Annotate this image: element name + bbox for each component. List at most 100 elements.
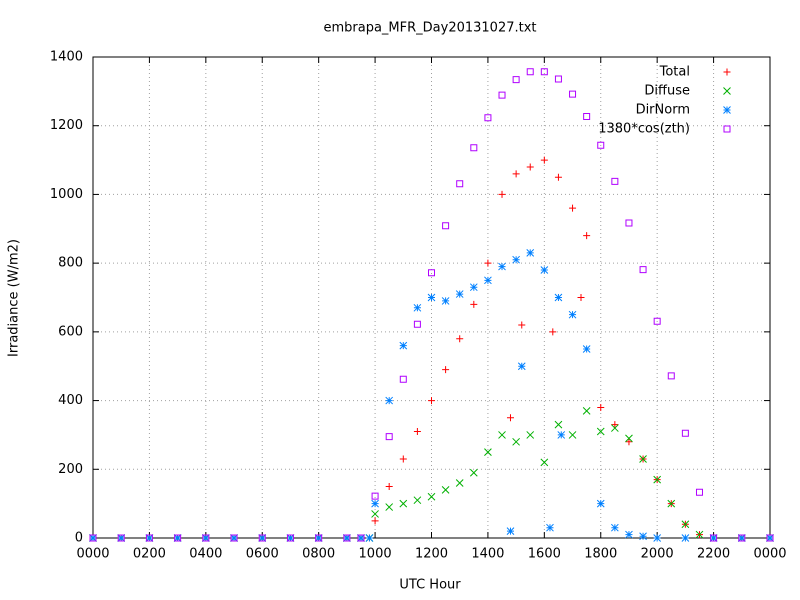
x-tick-label: 0600 <box>246 547 279 562</box>
data-point <box>526 68 534 76</box>
data-point <box>145 534 154 542</box>
data-point <box>365 534 374 542</box>
legend-marker <box>723 125 731 133</box>
data-point <box>427 492 436 501</box>
data-point <box>371 517 379 525</box>
y-tick-label: 200 <box>58 462 83 477</box>
data-point <box>470 144 478 152</box>
data-point <box>611 523 619 532</box>
data-point <box>512 437 520 446</box>
data-point <box>540 458 549 467</box>
data-point <box>456 180 464 188</box>
y-tick-label: 600 <box>58 324 83 339</box>
data-point <box>526 431 535 439</box>
data-point <box>596 499 605 508</box>
data-point <box>611 421 619 429</box>
data-point <box>526 163 534 171</box>
data-point <box>498 91 506 99</box>
y-tick-label: 800 <box>58 256 83 271</box>
data-point <box>518 321 526 329</box>
data-point <box>343 534 351 542</box>
y-axis-label: Irradiance (W/m2) <box>7 239 22 357</box>
legend-marker <box>723 87 731 95</box>
data-point <box>583 112 591 120</box>
data-point <box>286 534 294 542</box>
x-tick-label: 1600 <box>528 547 561 562</box>
data-point <box>667 499 676 508</box>
data-point <box>484 276 492 285</box>
data-point <box>568 431 577 439</box>
x-tick-label: 2200 <box>697 547 730 562</box>
legend-label: DirNorm <box>636 103 690 118</box>
data-point <box>549 328 557 336</box>
data-point <box>498 431 506 439</box>
data-point <box>484 114 492 122</box>
y-tick-label: 1200 <box>50 118 83 133</box>
data-point <box>399 341 408 350</box>
y-tick-label: 0 <box>75 531 83 546</box>
data-point <box>442 222 450 230</box>
data-point <box>428 397 435 405</box>
y-tick-label: 1400 <box>50 50 83 65</box>
data-point <box>399 455 407 463</box>
data-point <box>413 303 422 312</box>
data-point <box>597 141 605 149</box>
data-point <box>498 262 506 271</box>
data-point <box>258 534 267 542</box>
data-point <box>145 534 153 542</box>
x-tick-label: 1200 <box>415 547 448 562</box>
data-point <box>625 530 633 539</box>
y-tick-label: 1000 <box>50 187 83 202</box>
data-point <box>428 269 435 277</box>
data-point <box>201 534 210 542</box>
plot-frame <box>92 56 771 539</box>
data-point <box>385 503 394 511</box>
data-point <box>639 266 647 274</box>
data-point <box>597 403 605 411</box>
data-point <box>286 534 295 542</box>
data-point <box>484 259 492 267</box>
data-point <box>569 90 577 98</box>
legend-label: Total <box>659 65 690 80</box>
x-tick-label: 0000 <box>753 547 786 562</box>
data-point <box>653 475 662 484</box>
data-point <box>625 438 633 446</box>
data-point <box>540 156 548 164</box>
data-point <box>385 396 394 405</box>
data-point <box>653 534 662 542</box>
legend-label: Diffuse <box>644 84 690 99</box>
data-point <box>738 534 746 542</box>
data-point <box>681 429 689 437</box>
data-point <box>357 534 365 542</box>
data-point <box>399 499 408 508</box>
data-point <box>470 300 478 308</box>
data-point <box>540 68 548 76</box>
data-point <box>582 345 591 353</box>
data-point <box>681 520 690 529</box>
x-tick-label: 1000 <box>359 547 392 562</box>
data-point <box>517 362 526 371</box>
legend-marker <box>723 106 731 114</box>
data-point <box>639 455 647 463</box>
data-point <box>695 488 703 496</box>
data-point <box>469 468 478 477</box>
data-point <box>173 534 182 542</box>
x-tick-label: 0000 <box>76 547 109 562</box>
data-point <box>456 335 464 343</box>
data-point <box>512 255 520 264</box>
x-tick-label: 1800 <box>584 547 617 562</box>
data-point <box>371 510 379 518</box>
x-tick-label: 0200 <box>133 547 166 562</box>
data-point <box>526 248 535 257</box>
data-point <box>625 434 633 443</box>
data-point <box>554 293 563 302</box>
data-point <box>577 294 585 301</box>
data-point <box>89 534 97 542</box>
legend-label: 1380*cos(zth) <box>598 122 690 137</box>
data-point <box>484 448 492 456</box>
data-point <box>639 532 647 541</box>
data-point <box>89 534 97 542</box>
x-axis-label: UTC Hour <box>399 578 461 593</box>
data-point <box>371 492 379 500</box>
